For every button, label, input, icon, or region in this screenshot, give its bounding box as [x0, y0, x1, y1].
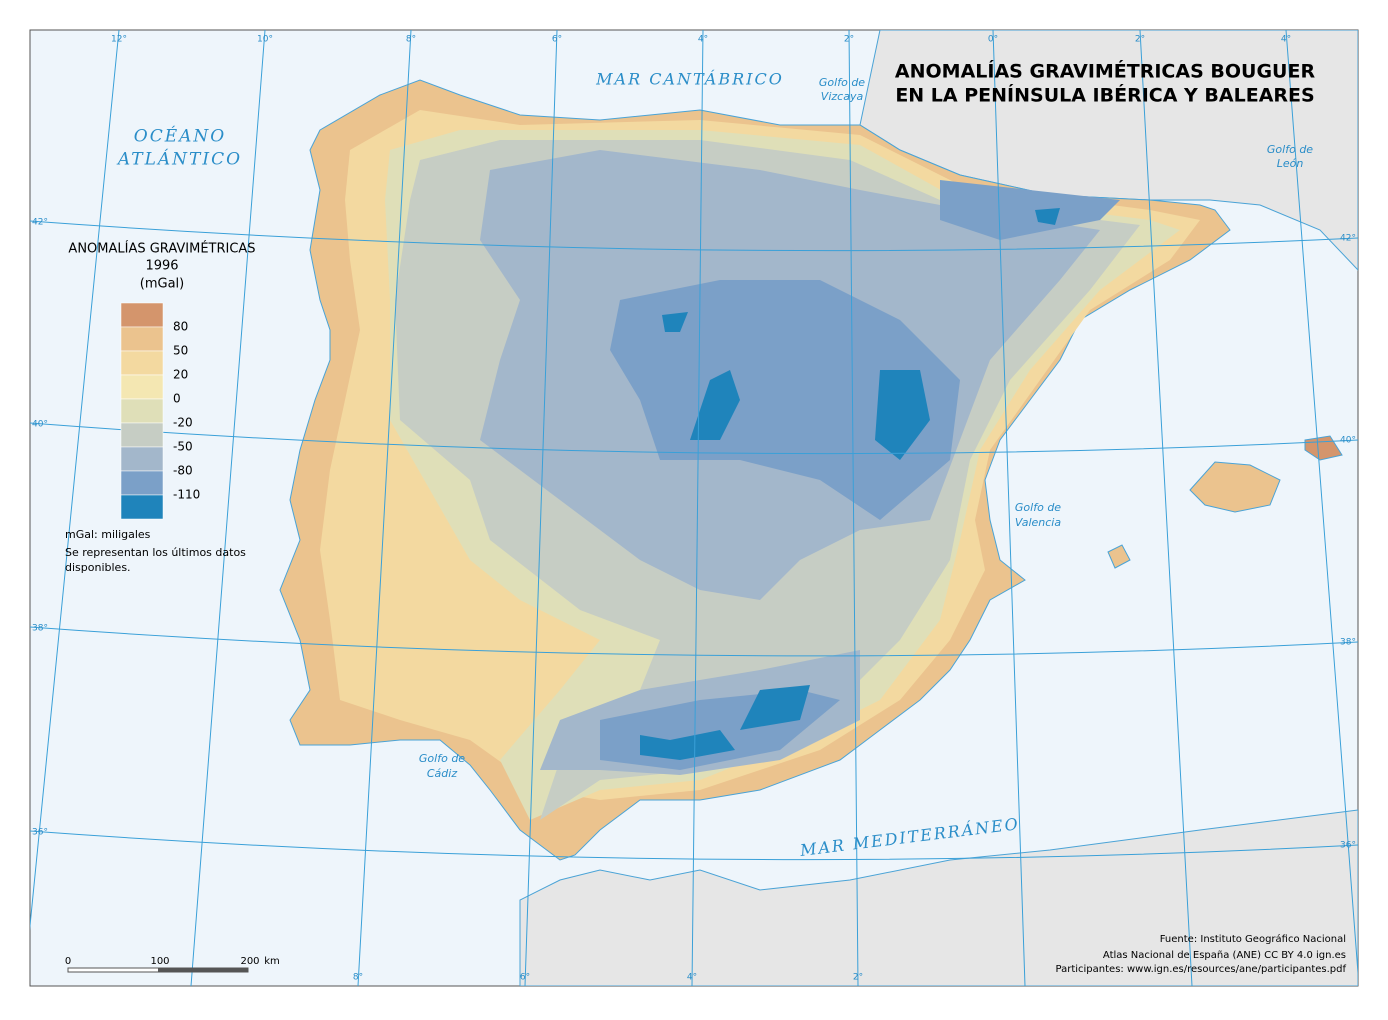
graticule-label: 0° — [988, 35, 998, 45]
legend-swatch — [120, 326, 164, 352]
scale-label: 200 — [240, 956, 259, 967]
scale-bar-rect — [158, 968, 248, 972]
gulf-label: Golfo de — [819, 76, 865, 89]
graticule-label: 2° — [1135, 35, 1145, 45]
graticule-label: 2° — [844, 35, 854, 45]
source: Atlas Nacional de España (ANE) CC BY 4.0… — [1103, 950, 1346, 961]
graticule-label: 6° — [520, 973, 530, 983]
legend-label: 80 — [173, 320, 188, 334]
graticule-label: 12° — [111, 35, 127, 45]
graticule-label: 42° — [1340, 234, 1356, 244]
gulf-label: Valencia — [1015, 516, 1061, 529]
legend-title: 1996 — [145, 259, 178, 274]
graticule-label: 4° — [1281, 35, 1291, 45]
scale-label: 100 — [150, 956, 169, 967]
legend-label: -110 — [173, 488, 200, 502]
sea-label: MAR CANTÁBRICO — [595, 69, 784, 89]
graticule-label: 36° — [32, 828, 48, 838]
graticule-label: 40° — [32, 420, 48, 430]
gulf-label: Golfo de — [1015, 501, 1061, 514]
legend-swatch — [120, 494, 164, 520]
band-neg110 — [600, 180, 1120, 770]
graticule-label: 8° — [406, 35, 416, 45]
graticule-label: 38° — [1340, 638, 1356, 648]
mallorca — [1189, 461, 1281, 513]
note: Se representan los últimos datos — [65, 546, 246, 559]
legend-label: -20 — [173, 416, 193, 430]
note: mGal: miligales — [65, 528, 151, 541]
gulf-label: Golfo de — [1267, 143, 1313, 156]
graticule-label: 42° — [32, 218, 48, 228]
note: disponibles. — [65, 561, 131, 574]
graticule-label: 4° — [698, 35, 708, 45]
scale-label: 0 — [65, 956, 71, 967]
title: EN LA PENÍNSULA IBÉRICA Y BALEARES — [895, 84, 1314, 107]
title: ANOMALÍAS GRAVIMÉTRICAS BOUGUER — [895, 60, 1316, 83]
legend-title: (mGal) — [140, 277, 184, 292]
legend-label: 20 — [173, 368, 188, 382]
graticule-label: 10° — [257, 35, 273, 45]
legend-swatch — [120, 374, 164, 400]
legend-swatch — [120, 350, 164, 376]
scale-label: km — [264, 956, 280, 967]
sea-label: ATLÁNTICO — [116, 149, 242, 170]
gulf-label: León — [1277, 157, 1304, 170]
graticule-label: 40° — [1340, 436, 1356, 446]
graticule-label: 36° — [1340, 841, 1356, 851]
graticule-label: 4° — [687, 973, 697, 983]
legend-label: 50 — [173, 344, 188, 358]
sea-label: OCÉANO — [134, 126, 226, 147]
legend-swatch — [120, 470, 164, 496]
source: Participantes: www.ign.es/resources/ane/… — [1056, 964, 1347, 975]
legend-swatch — [120, 398, 164, 424]
gulf-label: Golfo de — [419, 752, 465, 765]
legend: ANOMALÍAS GRAVIMÉTRICAS 1996 (mGal) 80 50… — [68, 241, 256, 520]
legend-label: -50 — [173, 440, 193, 454]
gulf-label: Vizcaya — [821, 90, 864, 103]
ibiza — [1107, 544, 1131, 569]
legend-swatch — [120, 302, 164, 328]
legend-title: ANOMALÍAS GRAVIMÉTRICAS — [68, 241, 255, 257]
graticule-label: 2° — [853, 973, 863, 983]
gulf-label: Cádiz — [427, 767, 457, 780]
graticule — [30, 30, 1358, 986]
graticule-label: 38° — [32, 624, 48, 634]
graticule-label: 8° — [353, 973, 363, 983]
source: Fuente: Instituto Geográfico Nacional — [1160, 933, 1346, 945]
legend-swatch — [120, 446, 164, 472]
legend-label: -80 — [173, 464, 193, 478]
legend-swatch — [120, 422, 164, 448]
legend-label: 0 — [173, 392, 181, 406]
graticule-label: 6° — [552, 35, 562, 45]
scale-bar: 0 100 200 km — [65, 956, 280, 973]
